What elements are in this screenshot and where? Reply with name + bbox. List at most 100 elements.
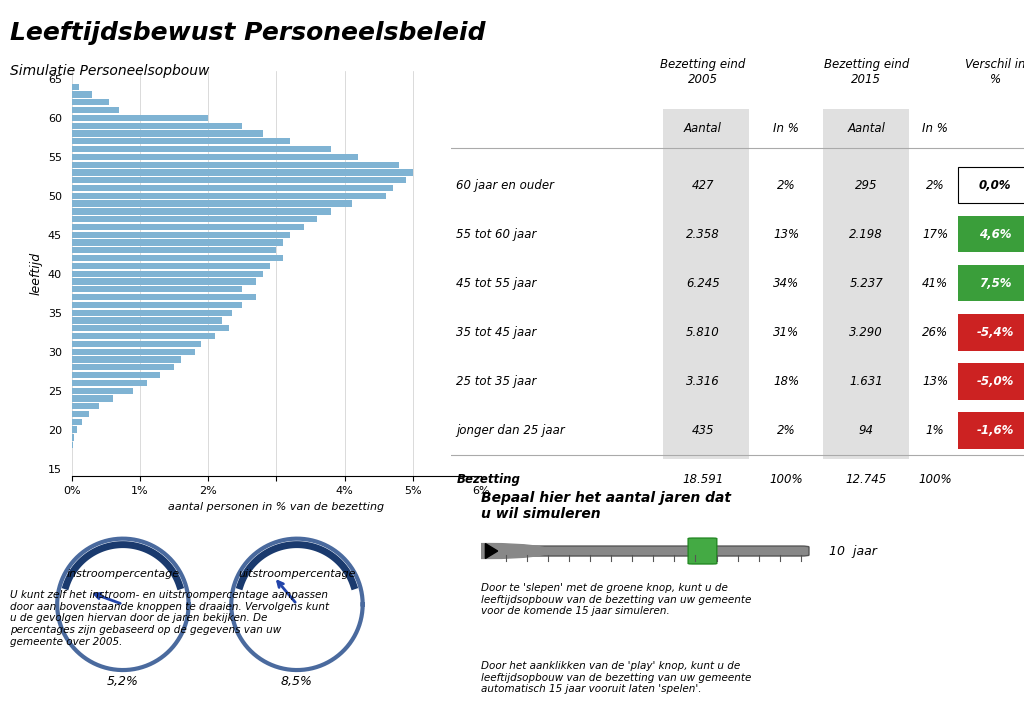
Circle shape	[81, 562, 165, 646]
Text: Verschil in
%: Verschil in %	[965, 58, 1024, 86]
Text: 1%: 1%	[926, 424, 944, 437]
Text: 3.316: 3.316	[686, 375, 720, 388]
Text: U kunt zelf het instroom- en uitstroompercentage aanpassen
door aan bovenstaande: U kunt zelf het instroom- en uitstroompe…	[10, 590, 330, 646]
FancyBboxPatch shape	[498, 546, 809, 556]
Text: Simulatie Personeelsopbouw: Simulatie Personeelsopbouw	[10, 64, 210, 78]
Bar	[72, 255, 284, 261]
Bar	[72, 216, 317, 223]
Bar	[72, 232, 290, 238]
Text: In %: In %	[773, 122, 799, 135]
Text: 100%: 100%	[769, 473, 803, 486]
Bar	[72, 193, 386, 199]
Bar	[72, 263, 269, 269]
Text: 5.237: 5.237	[850, 277, 883, 290]
Bar	[72, 185, 392, 191]
Text: 35 tot 45 jaar: 35 tot 45 jaar	[457, 326, 537, 339]
Text: 4,6%: 4,6%	[979, 228, 1012, 241]
Circle shape	[255, 562, 339, 646]
FancyBboxPatch shape	[958, 412, 1024, 449]
FancyBboxPatch shape	[958, 216, 1024, 252]
Text: -5,4%: -5,4%	[977, 326, 1014, 339]
Text: Bezetting eind
2005: Bezetting eind 2005	[660, 58, 745, 86]
FancyBboxPatch shape	[688, 538, 717, 564]
Bar	[72, 434, 75, 441]
Text: Bezetting eind
2015: Bezetting eind 2015	[823, 58, 909, 86]
Bar	[72, 341, 202, 347]
Bar	[72, 84, 79, 90]
X-axis label: aantal personen in % van de bezetting: aantal personen in % van de bezetting	[168, 502, 385, 512]
Text: 5.810: 5.810	[686, 326, 720, 339]
Bar	[72, 325, 228, 331]
FancyBboxPatch shape	[958, 167, 1024, 203]
Text: Leeftijdsbewust Personeelsbeleid: Leeftijdsbewust Personeelsbeleid	[10, 21, 485, 46]
Polygon shape	[485, 543, 498, 559]
Text: 13%: 13%	[922, 375, 948, 388]
Text: 295: 295	[855, 178, 878, 192]
Bar	[72, 208, 331, 215]
Bar	[72, 356, 181, 363]
Bar	[72, 122, 243, 129]
Text: Door het aanklikken van de 'play' knop, kunt u de
leeftijdsopbouw van de bezetti: Door het aanklikken van de 'play' knop, …	[481, 661, 752, 695]
Y-axis label: leeftijd: leeftijd	[30, 252, 42, 295]
Text: -5,0%: -5,0%	[977, 375, 1014, 388]
Bar	[72, 301, 243, 308]
Text: 5,2%: 5,2%	[106, 675, 139, 688]
Text: Bepaal hier het aantal jaren dat
u wil simuleren: Bepaal hier het aantal jaren dat u wil s…	[481, 491, 731, 520]
Bar	[72, 99, 110, 105]
Bar	[72, 419, 82, 425]
Text: 41%: 41%	[922, 277, 948, 290]
Text: Aantal: Aantal	[848, 122, 885, 135]
Text: Aantal: Aantal	[684, 122, 722, 135]
Bar	[72, 372, 161, 378]
Text: 2.198: 2.198	[850, 228, 883, 241]
Text: 60 jaar en ouder: 60 jaar en ouder	[457, 178, 554, 192]
Bar	[72, 387, 133, 394]
Text: jonger dan 25 jaar: jonger dan 25 jaar	[457, 424, 565, 437]
Bar	[72, 240, 284, 246]
Bar	[72, 169, 413, 176]
Bar	[72, 403, 99, 410]
Text: 45 tot 55 jaar: 45 tot 55 jaar	[457, 277, 537, 290]
Bar	[72, 427, 77, 433]
Text: Bezetting: Bezetting	[457, 473, 520, 486]
Text: 13%: 13%	[773, 228, 799, 241]
Text: 94: 94	[859, 424, 873, 437]
Text: 26%: 26%	[922, 326, 948, 339]
FancyBboxPatch shape	[663, 109, 749, 459]
Text: Door te 'slepen' met de groene knop, kunt u de
leeftijdsopbouw van de bezetting : Door te 'slepen' met de groene knop, kun…	[481, 583, 752, 616]
Text: 2%: 2%	[777, 178, 796, 192]
Text: 12.745: 12.745	[846, 473, 887, 486]
Text: instroompercentage: instroompercentage	[67, 569, 179, 579]
FancyBboxPatch shape	[958, 314, 1024, 351]
Text: 55 tot 60 jaar: 55 tot 60 jaar	[457, 228, 537, 241]
Bar	[72, 380, 146, 386]
Bar	[72, 146, 331, 152]
Text: -1,6%: -1,6%	[977, 424, 1014, 437]
Text: 6.245: 6.245	[686, 277, 720, 290]
Bar	[72, 114, 208, 121]
Bar	[72, 161, 399, 168]
Text: 31%: 31%	[773, 326, 799, 339]
Text: 435: 435	[691, 424, 714, 437]
Bar	[72, 130, 263, 137]
Bar	[72, 201, 351, 207]
Bar	[72, 279, 256, 284]
Bar	[72, 154, 358, 160]
Circle shape	[428, 543, 551, 559]
Bar	[72, 309, 232, 316]
Bar	[72, 317, 222, 324]
Text: uitstroompercentage: uitstroompercentage	[239, 569, 355, 579]
Bar	[72, 333, 215, 339]
Text: 2%: 2%	[926, 178, 944, 192]
Bar	[72, 364, 174, 370]
FancyBboxPatch shape	[958, 265, 1024, 301]
Text: 100%: 100%	[919, 473, 952, 486]
Text: 17%: 17%	[922, 228, 948, 241]
Bar	[72, 294, 256, 300]
Text: 0,0%: 0,0%	[979, 178, 1012, 192]
Text: 2%: 2%	[777, 424, 796, 437]
Text: In %: In %	[923, 122, 948, 135]
Bar	[72, 442, 73, 449]
Bar	[72, 224, 304, 230]
Text: 8,5%: 8,5%	[281, 675, 313, 688]
